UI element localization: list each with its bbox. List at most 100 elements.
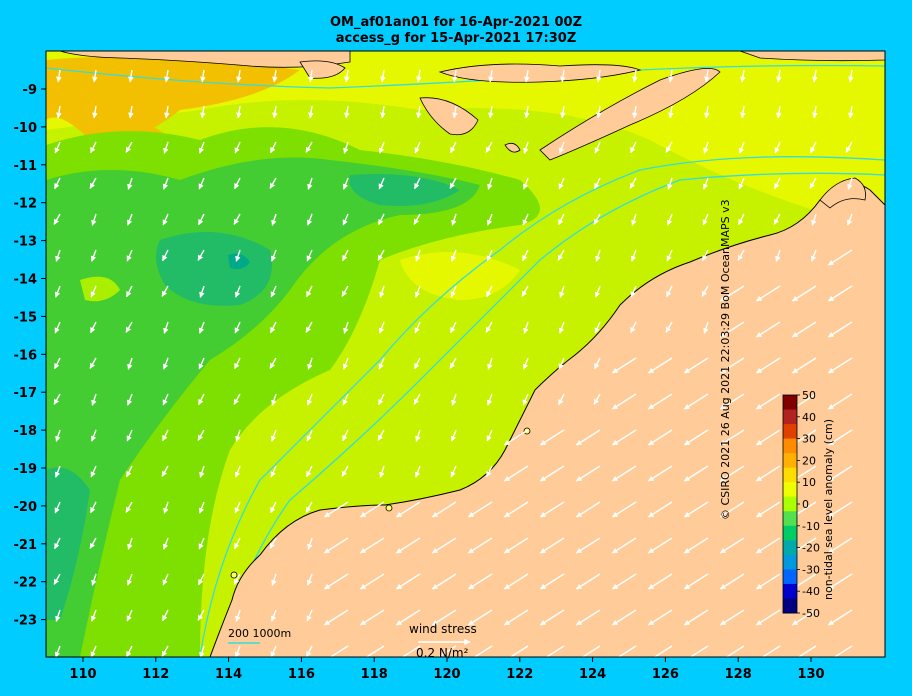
wind-arrow — [451, 393, 457, 406]
wind-arrow — [198, 177, 205, 190]
wind-arrow — [683, 501, 709, 518]
wind-arrow — [632, 69, 638, 83]
longitude-axis: 110 112 114 116 118 120 122 124 126 128 130 — [69, 657, 825, 682]
lat-tick-label: -21 — [14, 538, 38, 553]
wind-arrow — [91, 573, 97, 586]
wind-arrow — [416, 105, 422, 119]
wind-arrow — [343, 141, 349, 154]
land-sumba — [419, 97, 479, 136]
wind-arrow — [773, 177, 781, 190]
wind-arrow — [791, 321, 817, 338]
wind-arrow — [53, 393, 61, 405]
wind-arrow — [431, 645, 457, 657]
wind-arrow — [53, 357, 61, 370]
wind-arrow — [776, 69, 782, 83]
colorbar-tick-label: -40 — [802, 585, 820, 598]
wind-arrow — [701, 285, 709, 297]
wind-arrow — [54, 501, 61, 514]
wind-arrow — [451, 213, 457, 226]
wind-arrow — [630, 285, 637, 298]
wind-arrow — [272, 105, 278, 119]
wind-arrow — [431, 573, 457, 590]
wind-arrow — [89, 537, 97, 549]
wind-arrow — [467, 609, 493, 626]
wind-arrow — [161, 285, 169, 297]
lat-tick-label: -19 — [14, 462, 38, 477]
wind-arrow — [233, 573, 241, 585]
wind-arrow — [162, 573, 169, 586]
wind-arrow — [593, 213, 601, 225]
wind-arrow — [126, 573, 133, 586]
wind-arrow — [431, 537, 457, 554]
wind-arrow — [719, 393, 745, 410]
wind-arrow — [503, 645, 529, 657]
wind-arrow — [539, 537, 565, 554]
wind-arrow — [269, 141, 277, 154]
wind-arrow — [164, 105, 170, 119]
colorbar-segment — [783, 395, 797, 411]
wind-arrow — [89, 177, 97, 189]
colorbar-tick-label: 10 — [802, 476, 816, 489]
wind-arrow — [233, 357, 241, 370]
colorbar-segment — [783, 583, 797, 599]
wind-arrow — [683, 393, 709, 410]
wind-arrow — [575, 645, 601, 657]
wind-arrow — [450, 465, 457, 478]
wind-arrow — [126, 609, 133, 622]
wind-arrow — [306, 609, 313, 622]
land-timor — [539, 68, 721, 161]
wind-arrow — [522, 357, 529, 370]
wind-arrow — [738, 177, 745, 190]
wind-arrow — [235, 249, 241, 262]
wind-arrow — [558, 177, 565, 190]
wind-arrow — [611, 537, 637, 554]
wind-arrow — [197, 213, 205, 226]
wind-arrow — [596, 105, 602, 119]
wind-arrow — [575, 465, 601, 482]
wind-arrow — [269, 321, 277, 334]
wind-arrow — [307, 357, 313, 370]
wind-arrow — [305, 321, 313, 333]
colorbar-segment — [783, 569, 797, 585]
wind-arrow — [755, 429, 781, 446]
wind-arrow — [776, 105, 782, 119]
colorbar-segment — [783, 467, 797, 483]
wind-arrow — [827, 429, 853, 446]
wind-arrow — [539, 609, 565, 626]
wind-arrow — [163, 141, 169, 154]
wind-arrow — [306, 573, 313, 586]
wind-arrow — [91, 213, 97, 226]
anomaly-patch-small — [80, 276, 120, 302]
wind-arrow — [125, 141, 133, 153]
wind-arrow — [503, 465, 529, 482]
wind-arrow — [233, 177, 241, 190]
lon-tick-label: 126 — [652, 667, 679, 682]
wind-arrow — [647, 537, 673, 554]
wind-arrow — [503, 573, 529, 590]
station-marker — [385, 504, 393, 512]
wind-arrow — [647, 465, 673, 482]
wind-arrow — [271, 393, 277, 406]
wind-arrow — [270, 465, 277, 478]
wind-arrow — [647, 609, 673, 626]
wind-arrow — [341, 285, 349, 297]
wind-arrow — [90, 429, 97, 442]
isobath-1000m — [199, 156, 885, 657]
wind-arrow — [269, 357, 277, 369]
lon-tick-label: 120 — [433, 667, 460, 682]
wind-arrow — [53, 177, 61, 190]
wind-arrow — [54, 285, 61, 298]
wind-arrow — [414, 141, 421, 154]
wind-arrow — [791, 285, 817, 302]
wind-arrow — [125, 285, 133, 298]
wind-arrow — [755, 609, 781, 626]
wind-arrow — [668, 69, 674, 83]
wind-arrow — [163, 501, 169, 514]
wind-arrow — [127, 537, 133, 550]
station-marker — [230, 571, 238, 579]
wind-arrow — [702, 177, 709, 190]
wind-arrow — [701, 249, 709, 262]
wind-arrow — [450, 429, 457, 442]
wind-arrow — [485, 285, 493, 298]
wind-arrow — [270, 429, 277, 442]
